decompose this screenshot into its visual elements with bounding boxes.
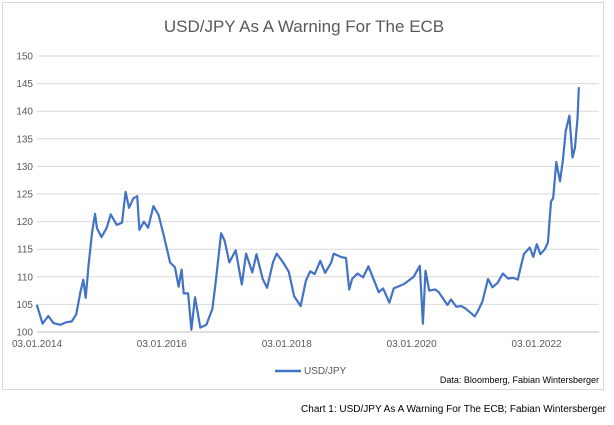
chart-title: USD/JPY As A Warning For The ECB: [164, 17, 444, 36]
source-note: Data: Bloomberg, Fabian Wintersberger: [440, 375, 599, 385]
series-line-usd-jpy: [35, 86, 580, 331]
x-tick-label: 03.01.2022: [512, 339, 562, 350]
y-axis-tick-labels: 100 105 110 115 120 125 130 135 140 145 150: [16, 52, 33, 339]
x-tick-label: 03.01.2014: [12, 339, 62, 350]
y-tick-label: 105: [16, 300, 33, 311]
chart-container: USD/JPY As A Warning For The ECB 100 105 1…: [2, 2, 604, 390]
y-tick-label: 115: [17, 245, 33, 256]
y-tick-label: 110: [17, 272, 33, 283]
x-axis-tick-labels: 03.01.2014 03.01.2016 03.01.2018 03.01.2020…: [12, 339, 562, 350]
legend-label-usd-jpy: USD/JPY: [304, 366, 347, 377]
y-tick-label: 120: [16, 217, 33, 228]
series-layer: [35, 86, 580, 331]
gridlines: [37, 55, 599, 333]
figure-caption: Chart 1: USD/JPY As A Warning For The EC…: [301, 404, 606, 415]
line-chart: USD/JPY As A Warning For The ECB 1001051…: [12, 17, 599, 385]
y-tick-label: 145: [16, 79, 33, 90]
x-tick-label: 03.01.2016: [137, 339, 187, 350]
legend: USD/JPY: [275, 366, 347, 377]
y-tick-label: 140: [16, 107, 33, 118]
y-tick-label: 125: [16, 190, 33, 201]
x-tick-label: 03.01.2018: [262, 339, 312, 350]
y-tick-label: 150: [16, 52, 33, 63]
y-tick-label: 135: [16, 134, 33, 145]
y-tick-label: 100: [16, 328, 33, 339]
y-tick-label: 130: [16, 162, 33, 173]
x-tick-label: 03.01.2020: [387, 339, 437, 350]
